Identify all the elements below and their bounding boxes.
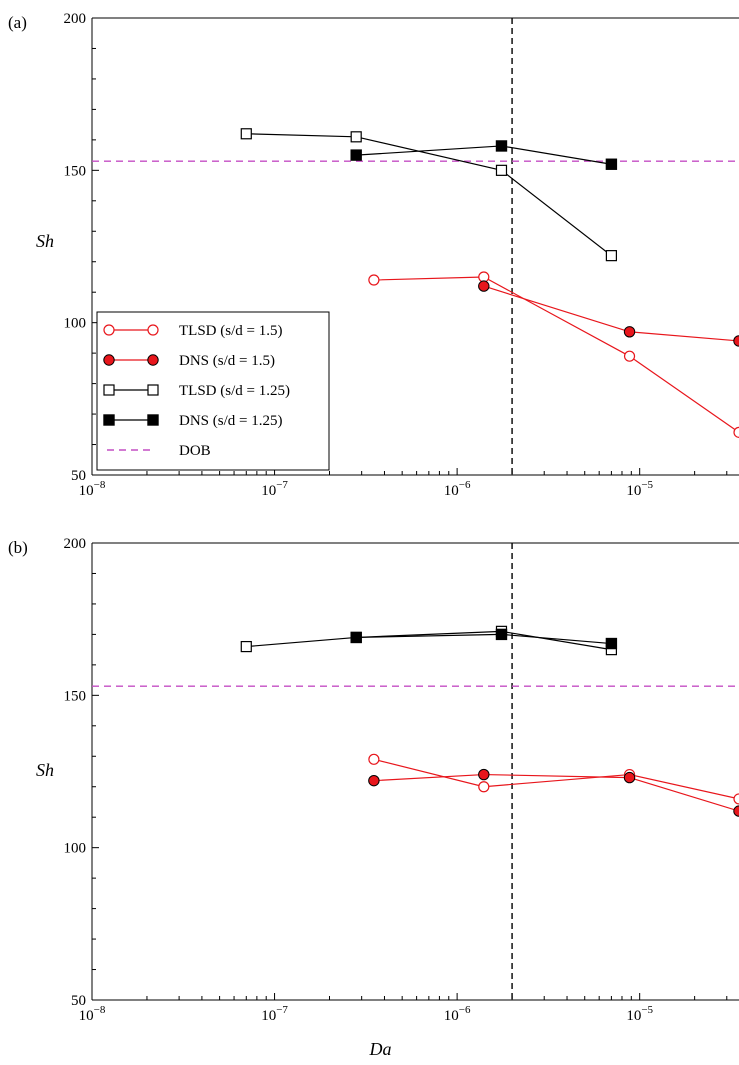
panel-label: (a): [8, 13, 27, 32]
legend-marker: [103, 324, 115, 336]
legend-entry: TLSD (s/d = 1.5): [179, 323, 282, 339]
data-point: [605, 250, 617, 262]
series-line: [373, 773, 739, 812]
legend: TLSD (s/d = 1.5) DNS (s/d = 1.5) TLSD (s/d…: [96, 311, 330, 471]
legend-entry: TLSD (s/d = 1.25): [179, 383, 290, 399]
x-tick-label: 10−8: [79, 1004, 106, 1024]
data-point: [733, 793, 739, 805]
series-line: [246, 630, 612, 651]
y-tick-label: 50: [71, 468, 86, 484]
legend-marker: [147, 354, 159, 366]
y-tick-label: 200: [64, 536, 87, 552]
x-axis-label: Da: [369, 1039, 392, 1059]
data-point: [350, 149, 362, 161]
series-1: [368, 768, 739, 817]
data-point: [478, 781, 490, 793]
data-point: [623, 326, 636, 338]
series-0: [368, 271, 739, 438]
legend-marker: [147, 324, 159, 336]
series-3: [350, 628, 618, 650]
data-point: [368, 274, 380, 286]
data-point: [240, 640, 252, 653]
x-tick-label: 10−6: [444, 479, 471, 499]
data-point: [733, 426, 739, 438]
data-point: [605, 158, 618, 170]
data-point: [240, 128, 252, 140]
series-line: [373, 758, 739, 800]
x-tick-label: 10−5: [626, 1004, 653, 1024]
panel-label: (b): [8, 538, 28, 557]
series-2: [240, 128, 617, 262]
legend-box: [96, 311, 330, 471]
data-point: [495, 140, 508, 152]
data-point: [478, 280, 490, 292]
legend-marker: [147, 414, 159, 426]
y-tick-label: 50: [71, 993, 86, 1009]
series-line: [483, 285, 739, 342]
series-1: [478, 280, 739, 347]
y-tick-label: 200: [64, 11, 87, 27]
data-point: [605, 637, 618, 650]
data-point: [368, 753, 380, 765]
x-tick-label: 10−8: [79, 479, 106, 499]
series-2: [240, 625, 617, 656]
data-point: [733, 335, 739, 347]
y-tick-label: 150: [64, 688, 87, 704]
x-tick-label: 10−7: [261, 479, 288, 499]
data-point: [733, 805, 739, 817]
legend-entry: DNS (s/d = 1.25): [179, 413, 282, 429]
data-point: [350, 131, 362, 143]
data-point: [368, 774, 380, 787]
data-point: [350, 631, 362, 644]
data-point: [495, 628, 508, 641]
x-tick-label: 10−7: [261, 1004, 288, 1024]
y-tick-label: 150: [64, 163, 87, 179]
legend-marker: [103, 414, 115, 426]
data-point: [623, 771, 636, 784]
series-0: [368, 753, 739, 805]
chart-panel-b: (b) 50 100 150 200 10−8 10−7 10−6 10−5 Sh Da: [8, 536, 739, 1059]
x-tick-label: 10−5: [626, 479, 653, 499]
data-point: [495, 164, 508, 176]
y-axis-label: Sh: [36, 760, 54, 780]
legend-marker: [103, 354, 115, 366]
y-tick-label: 100: [64, 316, 87, 332]
chart-panel-a: (a) 50 100 150 200 10−8 10−7 10−6 10−5 Sh TLSD (s/…: [8, 11, 739, 499]
data-point: [623, 350, 636, 362]
series-3: [350, 140, 618, 170]
data-point: [478, 768, 490, 781]
series-line: [373, 276, 739, 433]
legend-entry: DOB: [179, 443, 211, 459]
series-line: [246, 133, 612, 257]
x-tick-label: 10−6: [444, 1004, 471, 1024]
y-tick-label: 100: [64, 841, 87, 857]
y-axis-label: Sh: [36, 231, 54, 251]
legend-marker: [147, 384, 159, 396]
legend-entry: DNS (s/d = 1.5): [179, 353, 275, 369]
legend-marker: [103, 384, 115, 396]
